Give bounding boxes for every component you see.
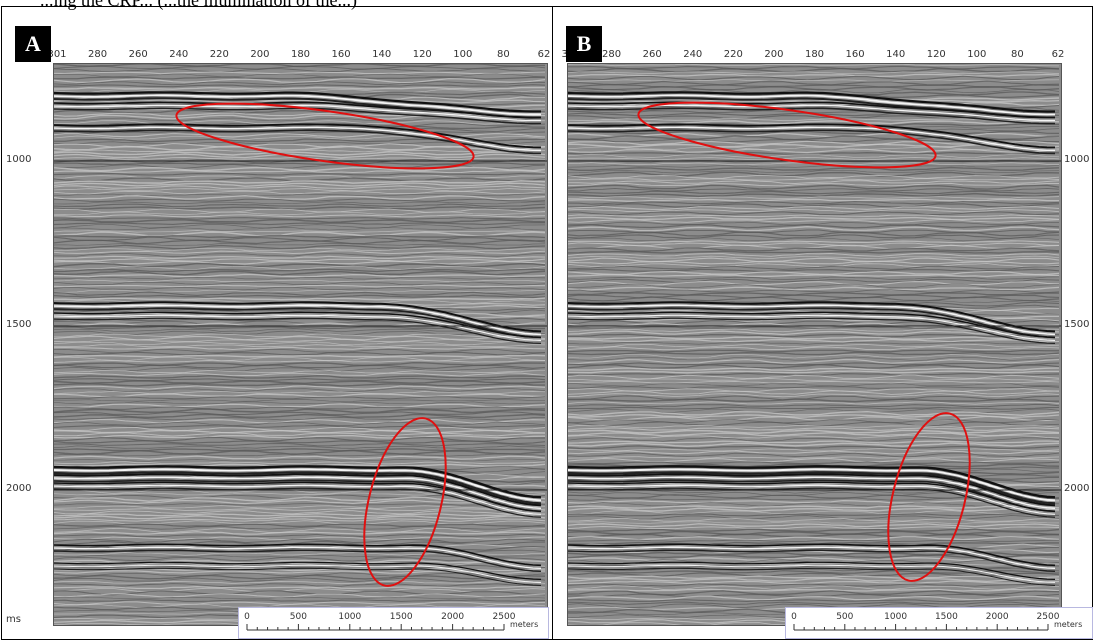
trace-tick-label: 160 [331, 49, 351, 60]
trace-tick-label: 240 [683, 49, 703, 60]
trace-tick-label: 240 [169, 49, 189, 60]
strong-reflectors [53, 91, 542, 586]
trace-tick-label: 120 [926, 49, 946, 60]
time-tick-label: 1500 [6, 319, 32, 330]
scale-tick-label: 1000 [884, 612, 908, 622]
scale-bar-graphic [246, 624, 505, 631]
trace-tick-label: 62 [1051, 49, 1065, 60]
highlight-ellipse-upper [637, 101, 937, 169]
trace-tick-label: 200 [250, 49, 270, 60]
trace-tick-label: 120 [412, 49, 432, 60]
scale-tick-label: 2500 [1036, 612, 1060, 622]
scale-tick-label: 2000 [441, 612, 465, 622]
trace-tick-label: 280 [88, 49, 108, 60]
trace-tick-label: 62 [537, 49, 551, 60]
panel-b: B 3002802602402202001801601401201008062 … [553, 7, 1093, 639]
panel-divider [552, 6, 553, 640]
time-tick-label: 1000 [1064, 154, 1090, 165]
scale-unit-label: meters [1054, 620, 1083, 629]
trace-tick-label: 260 [128, 49, 148, 60]
trace-tick-label: 220 [209, 49, 229, 60]
scale-tick-label: 0 [791, 612, 797, 622]
scale-bar-graphic [793, 624, 1049, 631]
trace-tick-label: 280 [602, 49, 622, 60]
trace-tick-label: 100 [967, 49, 987, 60]
scale-bar-a: 0 500 1000 1500 2000 2500 meters [238, 607, 549, 639]
panel-a: A 301 280 260 240 220 200 180 160 140 120 100 80 62 … [2, 7, 552, 639]
scale-unit-label: meters [510, 620, 539, 629]
scale-tick-label: 2500 [492, 612, 516, 622]
figure-frame [1, 6, 1093, 640]
trace-tick-label: 140 [886, 49, 906, 60]
seismic-texture [567, 63, 1060, 626]
scale-tick-label: 500 [836, 612, 854, 622]
scale-bar-b: 0 500 1000 1500 2000 2500 meters [785, 607, 1093, 639]
scale-tick-label: 0 [244, 612, 250, 622]
trace-tick-label: 100 [453, 49, 473, 60]
trace-tick-label: 160 [845, 49, 865, 60]
scale-tick-label: 500 [289, 612, 307, 622]
trace-tick-label: 200 [764, 49, 784, 60]
trace-tick-label: 301 [47, 49, 67, 60]
seismic-section-b [567, 63, 1062, 626]
figure-caption: ...ing the CRP... (...the illumination o… [40, 0, 357, 10]
time-tick-label: 2000 [6, 483, 32, 494]
scale-tick-label: 1500 [934, 612, 958, 622]
trace-tick-label: 140 [372, 49, 392, 60]
trace-tick-label: 180 [804, 49, 825, 60]
trace-tick-label: 260 [642, 49, 662, 60]
panel-label-b: B [566, 26, 602, 62]
time-tick-label: 2000 [1064, 483, 1090, 494]
scale-tick-label: 1000 [338, 612, 362, 622]
time-tick-label: 1000 [6, 154, 32, 165]
trace-tick-label: 80 [1011, 49, 1024, 60]
highlight-ellipse-lower [887, 412, 971, 582]
highlight-ellipse-upper [175, 102, 475, 170]
scale-tick-label: 1500 [389, 612, 413, 622]
trace-tick-label: 180 [290, 49, 311, 60]
highlight-ellipse-lower [363, 417, 447, 587]
trace-tick-label: 80 [497, 49, 510, 60]
time-unit-label: ms [6, 614, 21, 625]
seismic-section-a [53, 63, 548, 626]
scale-tick-label: 2000 [985, 612, 1009, 622]
trace-tick-label: 220 [723, 49, 743, 60]
panel-label-a: A [15, 26, 51, 62]
time-tick-label: 1500 [1064, 319, 1090, 330]
